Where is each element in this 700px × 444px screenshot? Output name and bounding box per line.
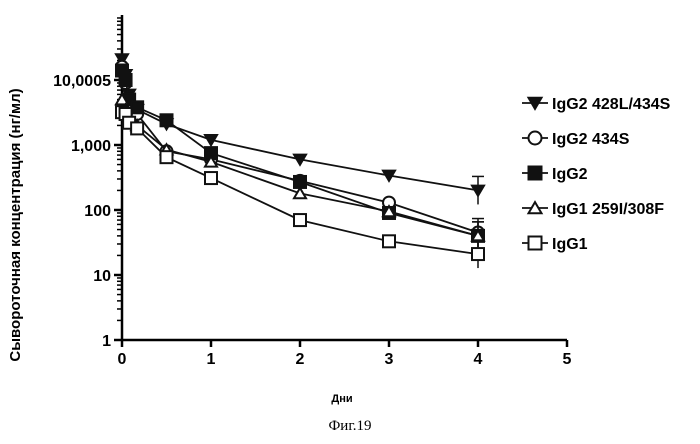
square-filled-marker	[161, 114, 173, 126]
axes: 0123451101001,00010,0005	[53, 15, 571, 368]
legend-item: IgG2	[522, 166, 588, 183]
legend-item: IgG1 259I/308F	[522, 201, 664, 218]
square-open-marker	[294, 214, 306, 226]
series-line	[122, 67, 478, 233]
x-axis-label: Дни	[331, 393, 352, 405]
y-tick-label: 1,000	[71, 138, 111, 155]
x-tick-label: 4	[474, 351, 483, 368]
legend: IgG2 428L/434S IgG2 434S IgG2 IgG1 259I/308…	[522, 96, 671, 253]
legend-label: IgG2	[552, 166, 588, 183]
legend-label: IgG1	[552, 236, 588, 253]
y-axis-label: Сывороточная концентрация (нг/мл)	[7, 88, 24, 361]
legend-item: IgG2 434S	[522, 131, 630, 148]
square-open-marker	[161, 151, 173, 163]
square-open-marker	[131, 122, 143, 134]
square-open-marker	[472, 248, 484, 260]
square-filled-marker	[529, 167, 542, 180]
legend-item: IgG1	[522, 236, 588, 253]
y-tick-label: 1	[102, 333, 111, 350]
triangle-down-filled-marker	[472, 186, 484, 196]
legend-label: IgG1 259I/308F	[552, 201, 664, 218]
square-filled-marker	[131, 101, 143, 113]
series-layer	[116, 54, 484, 268]
y-tick-label: 10,0005	[53, 73, 111, 90]
triangle-up-open-marker	[294, 188, 306, 198]
square-open-marker	[205, 172, 217, 184]
square-filled-marker	[120, 74, 132, 86]
y-tick-label: 10	[93, 268, 111, 285]
x-tick-label: 1	[207, 351, 216, 368]
square-open-marker	[529, 237, 542, 250]
figure-caption: Фиг.19	[0, 418, 700, 435]
legend-item: IgG2 428L/434S	[522, 96, 671, 113]
x-tick-label: 5	[563, 351, 572, 368]
circle-open-marker	[529, 132, 542, 145]
x-tick-label: 0	[118, 351, 127, 368]
series-line	[122, 59, 478, 190]
square-open-marker	[383, 235, 395, 247]
legend-label: IgG2 428L/434S	[552, 96, 671, 113]
y-tick-label: 100	[84, 203, 111, 220]
x-tick-label: 2	[296, 351, 305, 368]
serum-concentration-chart: 0123451101001,00010,0005 IgG2 428L/434SI…	[0, 0, 700, 418]
x-tick-label: 3	[385, 351, 394, 368]
legend-label: IgG2 434S	[552, 131, 630, 148]
